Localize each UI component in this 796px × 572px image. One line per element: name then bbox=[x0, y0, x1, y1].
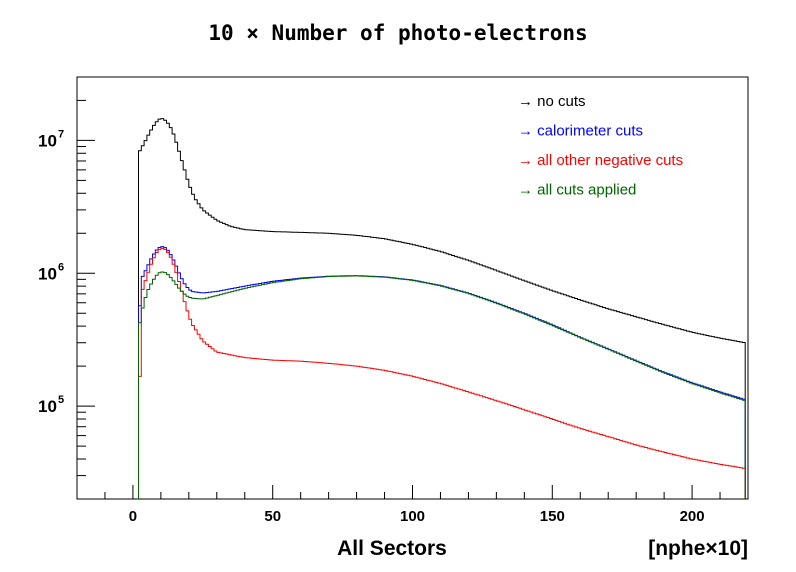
y-tick-label: 10 bbox=[38, 264, 57, 283]
x-axis-unit-label: [nphe×10] bbox=[648, 537, 748, 560]
x-tick-label: 50 bbox=[264, 508, 281, 525]
y-tick-label: 10 bbox=[38, 397, 57, 416]
series-group bbox=[138, 118, 746, 499]
series-line-4 bbox=[138, 271, 746, 499]
legend-entry: → all cuts applied bbox=[518, 182, 636, 199]
y-tick-exponent: 5 bbox=[58, 394, 64, 406]
x-tick-label: 100 bbox=[400, 508, 425, 525]
series-line-3 bbox=[138, 247, 746, 499]
legend-entry: → calorimeter cuts bbox=[518, 123, 643, 140]
y-tick-exponent: 7 bbox=[58, 128, 64, 140]
legend-entry: → no cuts bbox=[518, 93, 586, 110]
series-line-2 bbox=[138, 246, 746, 499]
x-axis-label: All Sectors bbox=[337, 537, 447, 560]
x-tick-label: 0 bbox=[129, 508, 137, 525]
y-tick-label: 10 bbox=[38, 131, 57, 150]
chart-title: 10 × Number of photo-electrons bbox=[208, 21, 587, 45]
x-tick-label: 150 bbox=[540, 508, 565, 525]
legend: → no cuts → calorimeter cuts → all other n… bbox=[518, 93, 683, 199]
y-tick-exponent: 6 bbox=[58, 261, 64, 273]
x-axis: 0 50 100 150 200 bbox=[76, 485, 749, 525]
legend-entry: → all other negative cuts bbox=[518, 152, 683, 169]
series-line-1 bbox=[138, 118, 746, 499]
x-tick-label: 200 bbox=[680, 508, 705, 525]
